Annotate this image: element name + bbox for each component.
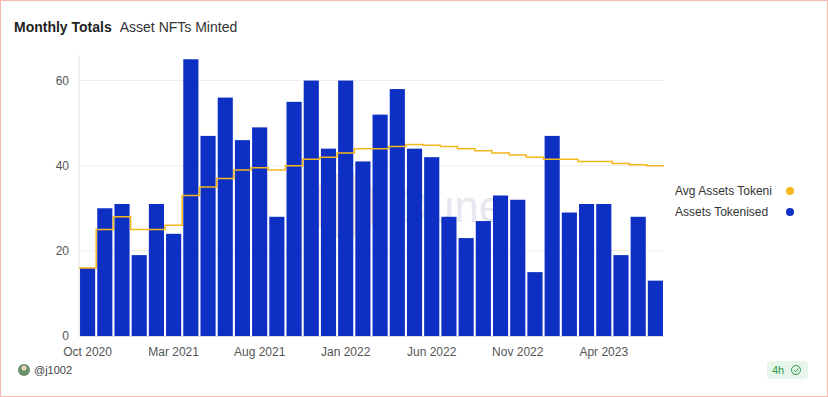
- check-icon: [792, 366, 801, 375]
- x-tick-label: Nov 2022: [492, 345, 544, 359]
- bar: [80, 268, 95, 336]
- y-tick-label: 60: [56, 74, 70, 88]
- bar: [493, 196, 508, 337]
- bar: [218, 98, 233, 336]
- x-tick-label: Jan 2022: [321, 345, 371, 359]
- grid-line: [79, 80, 664, 81]
- bar: [321, 149, 336, 336]
- title: Monthly Totals: [14, 19, 112, 35]
- bar: [252, 127, 267, 336]
- y-axis-line: [79, 55, 80, 336]
- legend-label: Assets Tokenised: [675, 205, 768, 219]
- bar: [355, 161, 370, 336]
- x-tick-label: Jun 2022: [407, 345, 457, 359]
- subtitle: Asset NFTs Minted: [120, 19, 237, 35]
- bar: [562, 213, 577, 336]
- bar: [476, 221, 491, 336]
- bar: [441, 217, 456, 336]
- bar: [149, 204, 164, 336]
- bar: [407, 149, 422, 336]
- bar: [269, 217, 284, 336]
- y-tick-label: 20: [56, 244, 70, 258]
- bar: [459, 238, 474, 336]
- bar: [390, 89, 405, 336]
- x-axis-line: [79, 336, 664, 337]
- bar: [579, 204, 594, 336]
- bar: [545, 136, 560, 336]
- x-tick-label: Oct 2020: [63, 345, 112, 359]
- bar: [510, 200, 525, 336]
- legend-swatch: [786, 208, 794, 216]
- avatar-face: [22, 366, 27, 371]
- plot-area: [79, 59, 664, 336]
- y-tick-label: 40: [56, 159, 70, 173]
- bar: [527, 272, 542, 336]
- bar: [114, 204, 129, 336]
- y-tick-label: 0: [62, 329, 69, 343]
- bar: [97, 208, 112, 336]
- bar: [304, 81, 319, 336]
- x-tick-label: Apr 2023: [579, 345, 628, 359]
- updated-label: 4h: [772, 364, 784, 376]
- bar: [424, 157, 439, 336]
- x-tick-label: Mar 2021: [148, 345, 199, 359]
- check-mark: [794, 368, 799, 371]
- card-frame: [1, 1, 828, 397]
- bar: [596, 204, 611, 336]
- bar: [287, 102, 302, 336]
- bar: [613, 255, 628, 336]
- bar: [373, 115, 388, 336]
- chart: Monthly TotalsAsset NFTs MintedDune02040…: [0, 0, 828, 397]
- bar: [132, 255, 147, 336]
- refresh-badge: [767, 361, 808, 379]
- grid-line: [79, 165, 664, 166]
- bar: [183, 59, 198, 336]
- author: @j1002: [34, 364, 72, 376]
- bar: [166, 234, 181, 336]
- legend-swatch: [786, 187, 794, 195]
- legend-label: Avg Assets Tokeni: [675, 184, 772, 198]
- x-tick-label: Aug 2021: [234, 345, 286, 359]
- line: [79, 144, 664, 267]
- bar: [631, 217, 646, 336]
- bar: [338, 81, 353, 336]
- bar: [648, 281, 663, 336]
- avatar: [18, 364, 30, 376]
- bar: [200, 136, 215, 336]
